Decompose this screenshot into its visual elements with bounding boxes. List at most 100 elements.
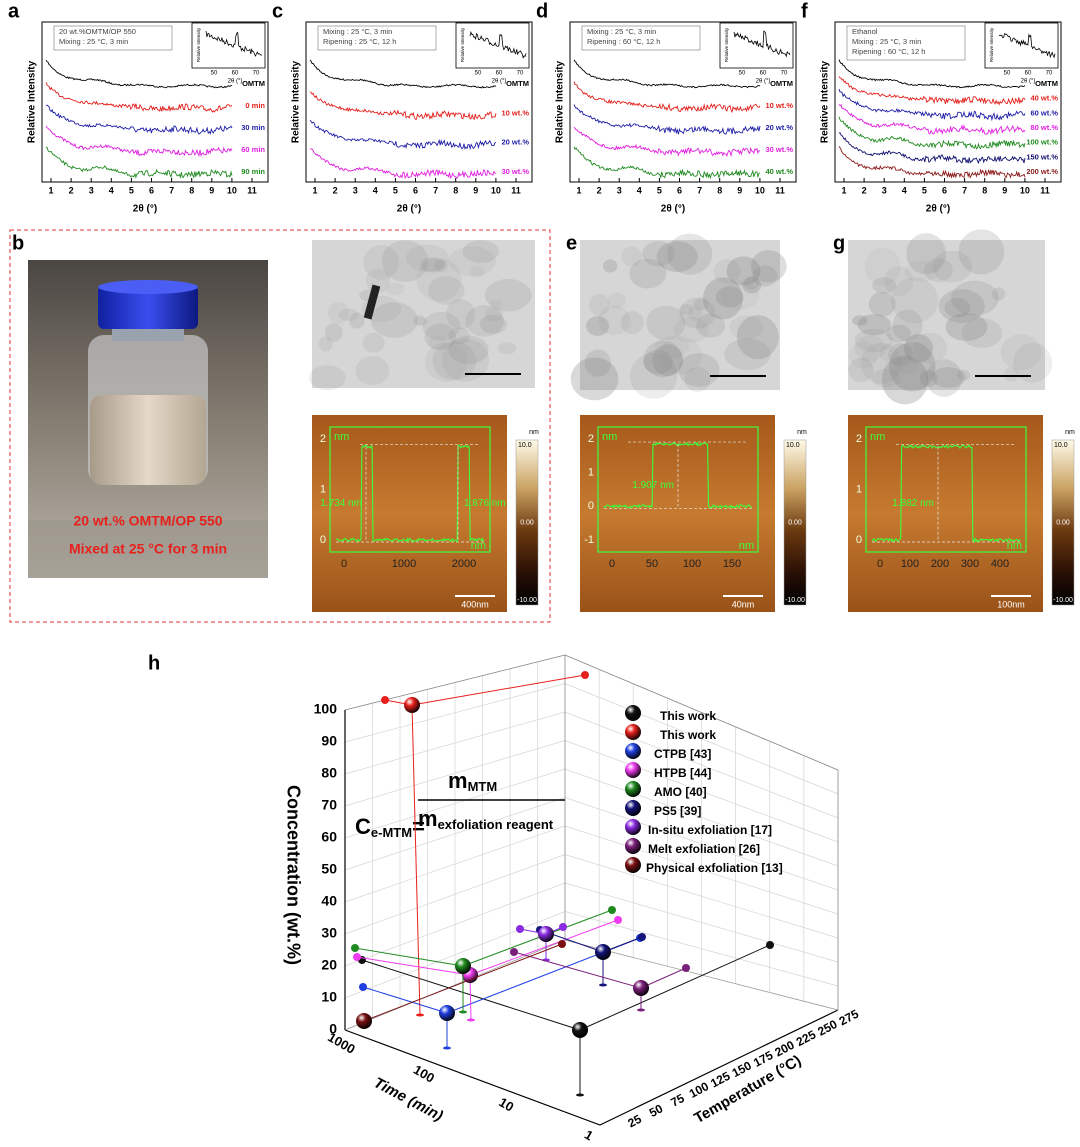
tem-flake [932,250,973,283]
legend-label: HTPB [44] [654,766,711,780]
legend-label: This work [660,728,716,742]
curve-label: 90 min [241,167,265,176]
colorbar-label: 10.0 [1054,442,1068,449]
curve-label: 10 wt.% [765,101,793,110]
inset-x-label: 2θ (°) [492,79,507,85]
legend-label: This work [660,709,716,723]
tem-flake [868,291,896,317]
plot-frame [834,21,1062,183]
curve-label: OMTM [506,79,529,88]
afm-x-unit: nm [1007,540,1022,552]
x-tick-label: 4 [637,185,642,195]
tem-flake [881,355,929,405]
x-tick-label: 4 [373,185,378,195]
point-projection [682,964,690,972]
z-axis-label: Concentration (wt.%) [283,785,303,965]
tem-flake [961,318,1003,348]
inset-x-label: 2θ (°) [228,79,243,85]
tem-flake [938,289,985,323]
legend-text: 20 wt.%OMTM/OP 550 [59,27,136,36]
curve-label: 40 wt.% [765,167,793,176]
x-tick-label: 1 [48,185,53,195]
afm-profile [871,444,1021,543]
curve-label: 100 wt.% [1026,138,1058,147]
inset-y-label: Relative Intensity [989,27,994,62]
legend-text: Mixing : 25 °C, 3 min [852,37,921,46]
xrd-curve [309,148,497,180]
afm-x-tick-label: 100 [901,558,919,570]
formula-part: exfoliation reagent [438,817,554,832]
legend-text: Ethanol [852,27,878,36]
tem-flake [958,229,1005,275]
point-projection [608,906,616,914]
tem-flake [327,302,350,324]
x-tick-label: 1 [312,185,317,195]
tem-flake [586,316,610,336]
inset-tick-label: 50 [475,71,482,77]
xrd-curve [309,119,497,151]
legend-text: Mixing : 25 °C, 3 min [323,27,392,36]
tem-flake [643,340,683,378]
scale-bar-label: 100nm [997,599,1025,609]
x-tick-label: 4 [109,185,114,195]
x-tick-label: 3 [353,185,358,195]
tem-flake [607,292,626,309]
tem-flake [724,338,771,371]
tem-flake [715,286,744,308]
projection-line [354,947,464,967]
legend-marker [625,838,641,854]
afm-y-unit: nm [334,431,349,443]
tem-flake [448,335,489,365]
point-projection [559,923,567,931]
inset-y-label: Relative Intensity [460,27,465,62]
z-tick-label: 70 [321,797,337,813]
afm-y-tick-label: 0 [320,534,326,546]
tem-flake [872,277,897,294]
tem-flake [684,366,711,392]
tem-flake [892,357,920,375]
legend-text: Mixing : 25 °C, 3 min [587,27,656,36]
z-tick-label: 50 [321,861,337,877]
afm-x-tick-label: 100 [683,558,701,570]
bottle-liquid [90,395,206,485]
inset-y-label: Relative Intensity [196,27,201,62]
x-tick-label: 3 [882,185,887,195]
plot-frame [305,21,533,183]
tem-flake [479,314,507,334]
formula-part: m [448,768,468,793]
x-tick-label: 11 [1040,185,1050,195]
x-tick-label: 6 [149,185,154,195]
afm-image [312,415,507,612]
afm-x-tick-label: 200 [931,558,949,570]
tem-flake [693,298,709,311]
inset-tick-label: 70 [1046,71,1053,77]
tem-flake [414,317,429,327]
y-axis-label: Relative Intensity [291,60,302,143]
legend-box [846,25,966,61]
curve-label: 20 wt.% [501,138,529,147]
formula-part: C [355,814,371,839]
xrd-curve [838,104,1026,136]
curve-label: OMTM [770,79,793,88]
tem-flake [721,280,760,311]
legend-label: In-situ exfoliation [17] [648,823,772,837]
afm-y-tick-label: 1 [588,467,594,479]
xrd-curve [309,59,497,89]
x-tick-label: 6 [942,185,947,195]
tem-flake [620,311,644,335]
tem-flake [742,276,762,294]
tem-flake [497,342,517,355]
panel-label: b [12,232,24,254]
legend-label: Physical exfoliation [13] [646,861,783,875]
x-tick-label: 11 [511,185,521,195]
tem-flake [446,299,475,330]
tem-flake [441,338,490,382]
photo-caption: Mixed at 25 °C for 3 min [69,541,227,557]
xrd-curve [309,91,497,121]
plot-frame [569,21,797,183]
projection-line [513,951,642,989]
tem-flake [1013,343,1053,383]
tem-flake [370,302,418,338]
tem-flake [602,259,618,273]
x-tick-label: 8 [189,185,194,195]
